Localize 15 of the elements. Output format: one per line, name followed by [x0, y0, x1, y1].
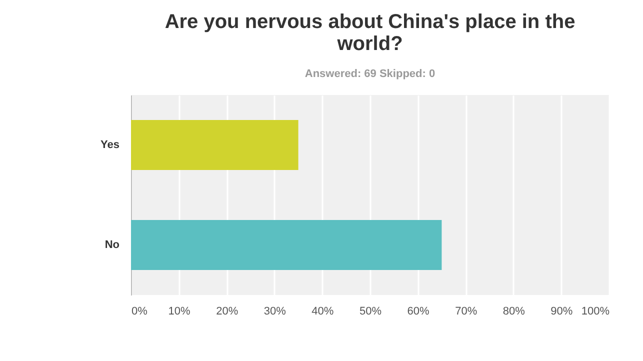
- y-tick-label: No: [104, 239, 120, 251]
- x-tick-label: 60%: [407, 306, 430, 318]
- x-tick-label: 0%: [132, 306, 148, 318]
- x-tick-label: 30%: [264, 306, 286, 318]
- x-tick-label: 100%: [581, 306, 610, 318]
- chart-title: Are you nervous about China's place in the world?: [164, 11, 576, 55]
- chart-subtitle: Answered: 69 Skipped: 0: [304, 68, 436, 80]
- x-tick-label: 20%: [216, 306, 238, 318]
- x-tick-label: 10%: [168, 306, 191, 318]
- x-tick-label: 40%: [312, 306, 334, 318]
- y-tick-label: Yes: [100, 139, 120, 151]
- x-tick-label: 50%: [359, 306, 382, 318]
- x-tick-label: 70%: [455, 306, 478, 318]
- x-tick-label: 80%: [502, 306, 526, 318]
- x-tick-label: 90%: [550, 306, 573, 318]
